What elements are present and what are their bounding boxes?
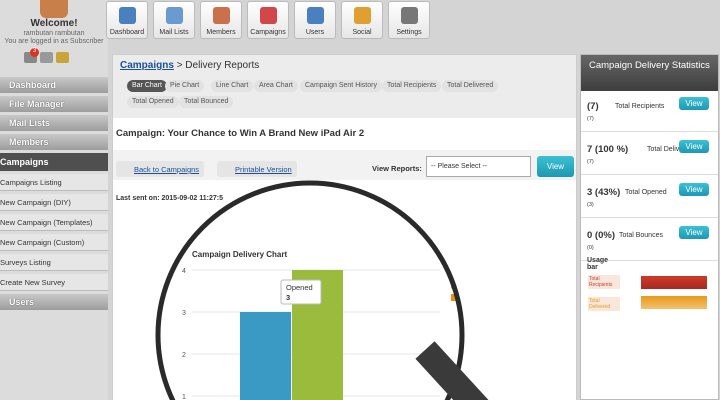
toolbar-icon	[307, 7, 324, 24]
stat-sub: (7)	[587, 116, 594, 122]
stat-value: (7)	[587, 101, 599, 112]
breadcrumb: Campaigns > Delivery Reports	[120, 60, 259, 71]
stat-divider	[581, 131, 718, 132]
user-status: You are logged in as Subscriber	[4, 38, 104, 45]
stat-label: Total Delivered	[647, 146, 694, 153]
settings-icon[interactable]	[40, 52, 53, 63]
breadcrumb-current: > Delivery Reports	[176, 60, 260, 71]
report-tab[interactable]: Campaign Sent History	[300, 80, 382, 92]
toolbar-button[interactable]: Mail Lists	[153, 1, 195, 39]
stat-divider	[581, 260, 718, 261]
y-tick-label: 4	[182, 268, 186, 275]
report-tab[interactable]: Total Delivered	[442, 80, 499, 92]
stat-label: Total Opened	[625, 189, 667, 196]
menu-item[interactable]: Members	[0, 134, 108, 150]
usage-label: Total Recipients	[588, 275, 620, 289]
stat-view-button[interactable]: View	[679, 183, 709, 196]
report-tab[interactable]: Bar Chart	[127, 80, 167, 92]
menu-item[interactable]: New Campaign (DIY)	[0, 194, 108, 211]
stat-value: 3 (43%)	[587, 187, 621, 198]
stat-divider	[581, 217, 718, 218]
toolbar-icon	[213, 7, 230, 24]
legend-label: Opened	[469, 269, 497, 278]
stat-view-button[interactable]: View	[679, 226, 709, 239]
toolbar-icon	[119, 7, 136, 24]
back-button[interactable]: Back to Campaigns	[116, 161, 205, 177]
stat-label: Total Bounces	[619, 232, 663, 239]
stat-sub: (7)	[587, 159, 594, 165]
usage-label: Total Delivered	[588, 297, 620, 311]
y-tick-label: 3	[182, 310, 186, 317]
report-tab[interactable]: Total Opened	[127, 96, 179, 108]
campaign-title: Campaign: Your Chance to Win A Brand New…	[116, 128, 365, 139]
toolbar-button[interactable]: Dashboard	[106, 1, 148, 39]
usage-bar	[641, 276, 707, 289]
view-button[interactable]: View	[537, 156, 574, 177]
stats-header: Campaign Delivery Statistics	[581, 55, 718, 91]
bar	[240, 312, 291, 400]
toolbar-icon	[354, 7, 371, 24]
last-sent: Last sent on: 2015-09-02 11:27:5	[116, 195, 223, 202]
report-tab[interactable]: Pie Chart	[165, 80, 205, 92]
stat-value: 0 (0%)	[587, 230, 615, 241]
y-tick-label: 2	[182, 352, 186, 359]
badge: 3	[30, 48, 39, 57]
menu-item[interactable]: Create New Survey	[0, 274, 108, 291]
toolbar-button[interactable]: Social	[341, 1, 383, 39]
menu-item[interactable]: New Campaign (Templates)	[0, 214, 108, 231]
logout-icon[interactable]	[56, 52, 69, 63]
menu-item[interactable]: New Campaign (Custom)	[0, 234, 108, 251]
breadcrumb-link[interactable]: Campaigns	[120, 60, 174, 71]
stats-panel: Campaign Delivery Statistics (7) Total Re…	[580, 54, 719, 400]
menu-item[interactable]: Users	[0, 294, 108, 310]
menu-item[interactable]: Surveys Listing	[0, 254, 108, 271]
stat-sub: (0)	[587, 245, 594, 251]
sidebar: Welcome! rambutan rambutan You are logge…	[0, 0, 108, 400]
stat-divider	[581, 174, 718, 175]
print-button[interactable]: Printable Version	[217, 161, 297, 177]
tooltip-value: 3	[286, 293, 290, 302]
toolbar-button[interactable]: Settings	[388, 1, 430, 39]
menu-item[interactable]: Mail Lists	[0, 115, 108, 131]
usage-bar	[641, 296, 707, 309]
toolbar-button[interactable]: Users	[294, 1, 336, 39]
y-tick-label: 1	[182, 394, 186, 400]
toolbar-button[interactable]: Campaigns	[247, 1, 289, 39]
stat-sub: (3)	[587, 202, 594, 208]
report-select[interactable]: -- Please Select --	[426, 156, 531, 177]
toolbar-icon	[401, 7, 418, 24]
stat-view-button[interactable]: View	[679, 140, 709, 153]
tooltip-name: Opened	[286, 283, 313, 292]
view-reports-label: View Reports:	[372, 164, 422, 173]
stat-value: 7 (100 %)	[587, 144, 629, 155]
toolbar-button[interactable]: Members	[200, 1, 242, 39]
report-tab[interactable]: Total Recipients	[382, 80, 442, 92]
report-tab[interactable]: Area Chart	[254, 80, 298, 92]
toolbar-icon	[166, 7, 183, 24]
legend-swatch	[451, 269, 460, 276]
usage-title: Usage bar	[587, 257, 609, 271]
legend-label: Bounces	[469, 294, 500, 303]
welcome: Welcome!	[30, 18, 78, 29]
legend-label: Unopened	[469, 282, 506, 291]
toolbar-icon	[260, 7, 277, 24]
user-name: rambutan rambutan	[23, 30, 85, 37]
report-tab[interactable]: Line Chart	[211, 80, 254, 92]
stat-label: Total Recipients	[615, 103, 665, 110]
menu-item[interactable]: Dashboard	[0, 77, 108, 93]
mail-icon[interactable]	[24, 52, 37, 63]
menu-item[interactable]: File Manager	[0, 96, 108, 112]
stat-view-button[interactable]: View	[679, 97, 709, 110]
lens-handle	[415, 341, 489, 400]
chart-title: Campaign Delivery Chart	[192, 250, 287, 259]
report-tab[interactable]: Total Bounced	[179, 96, 234, 108]
lens-rim	[155, 180, 465, 400]
avatar	[40, 0, 68, 18]
tooltip	[280, 279, 322, 305]
menu-item[interactable]: Campaigns	[0, 153, 108, 171]
menu-item[interactable]: Campaigns Listing	[0, 174, 108, 191]
